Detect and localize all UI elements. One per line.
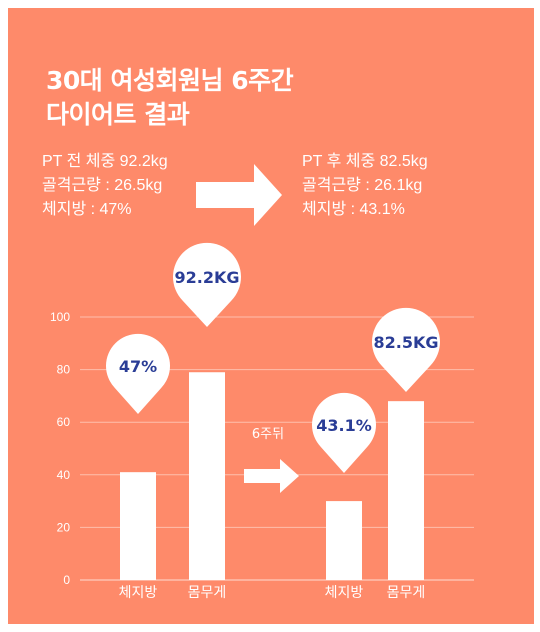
bar bbox=[326, 501, 362, 580]
before-weight: PT 전 체중 92.2kg bbox=[42, 153, 168, 170]
category-label: 체지방 bbox=[119, 585, 158, 601]
right-arrow-icon bbox=[196, 164, 282, 226]
callout-pin-shape bbox=[312, 392, 376, 473]
bar bbox=[120, 472, 156, 580]
category-label: 몸무게 bbox=[188, 585, 227, 601]
callout-label: 92.2KG bbox=[174, 268, 239, 287]
callout-pin-shape bbox=[173, 242, 241, 327]
callout-pin: 92.2KG bbox=[173, 242, 241, 327]
y-tick-label: 60 bbox=[57, 415, 71, 429]
title-line-2: 다이어트 결과 bbox=[46, 100, 190, 129]
before-muscle: 골격근량 : 26.5kg bbox=[42, 177, 163, 194]
after-muscle: 골격근량 : 26.1kg bbox=[302, 177, 423, 194]
before-fat: 체지방 : 47% bbox=[42, 201, 132, 218]
after-stats: PT 후 체중 82.5kg 골격근량 : 26.1kg 체지방 : 43.1% bbox=[302, 150, 428, 222]
y-tick-label: 0 bbox=[63, 573, 70, 587]
after-weight: PT 후 체중 82.5kg bbox=[302, 153, 428, 170]
callout-label: 43.1% bbox=[316, 416, 372, 435]
category-label: 체지방 bbox=[325, 585, 364, 601]
category-label: 몸무게 bbox=[387, 585, 426, 601]
after-fat: 체지방 : 43.1% bbox=[302, 201, 405, 218]
infographic-panel bbox=[8, 8, 534, 624]
title-line-1: 30대 여성회원님 6주간 bbox=[46, 66, 294, 95]
y-tick-label: 100 bbox=[50, 310, 70, 324]
small-right-arrow-icon bbox=[244, 459, 299, 493]
y-tick-label: 20 bbox=[57, 520, 71, 534]
callout-pin: 43.1% bbox=[312, 392, 376, 473]
callout-label: 47% bbox=[119, 357, 157, 376]
y-tick-label: 40 bbox=[57, 468, 71, 482]
before-stats: PT 전 체중 92.2kg 골격근량 : 26.5kg 체지방 : 47% bbox=[42, 150, 168, 222]
callout-pin-shape bbox=[372, 307, 440, 392]
y-tick-label: 80 bbox=[57, 363, 71, 377]
callout-pin: 82.5KG bbox=[372, 307, 440, 392]
callout-pin-shape bbox=[106, 333, 170, 414]
callout-pin: 47% bbox=[106, 333, 170, 414]
callout-label: 82.5KG bbox=[373, 333, 438, 352]
transition-label: 6주뒤 bbox=[252, 427, 284, 442]
bar bbox=[189, 372, 225, 580]
bar bbox=[388, 401, 424, 580]
page-title: 30대 여성회원님 6주간 다이어트 결과 bbox=[46, 64, 446, 132]
